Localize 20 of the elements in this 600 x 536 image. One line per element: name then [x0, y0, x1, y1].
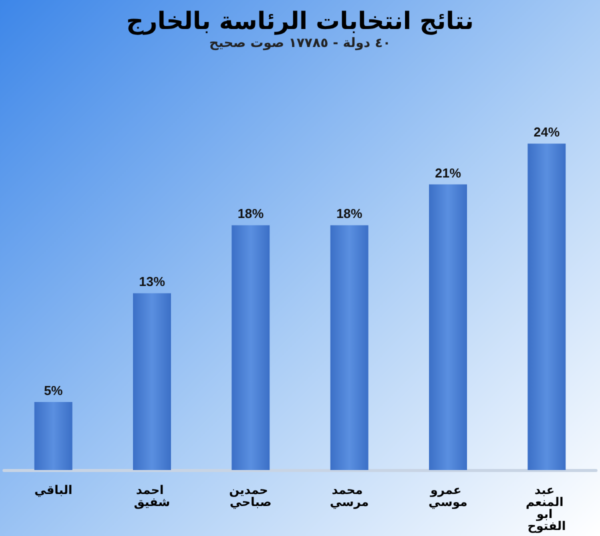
x-tick-label: الباقي [34, 483, 72, 497]
bar [133, 293, 171, 470]
x-tick-label: احمد شفيق [134, 483, 170, 509]
x-tick-label: عمرو موسي [428, 483, 468, 509]
x-tick-label: حمدين صباحي [229, 483, 272, 509]
chart-subtitle: ٤٠ دولة - ١٧٧٨٥ صوت صحيح [209, 36, 391, 51]
data-label: 13% [138, 274, 166, 290]
bar [330, 225, 368, 470]
bar [34, 402, 72, 470]
bar [528, 144, 566, 470]
chart-title: نتائج انتخابات الرئاسة بالخارج [126, 7, 474, 35]
bar [232, 225, 270, 470]
data-label: 18% [238, 206, 264, 222]
x-tick-label: محمد مرسي [330, 483, 369, 509]
data-label: 18% [336, 206, 363, 222]
data-label: 5% [44, 383, 64, 398]
x-tick-label: عبد المنعم ابو الفتوح [526, 483, 568, 533]
data-label: 21% [434, 165, 462, 180]
bar [429, 184, 467, 470]
data-label: 24% [534, 124, 560, 140]
